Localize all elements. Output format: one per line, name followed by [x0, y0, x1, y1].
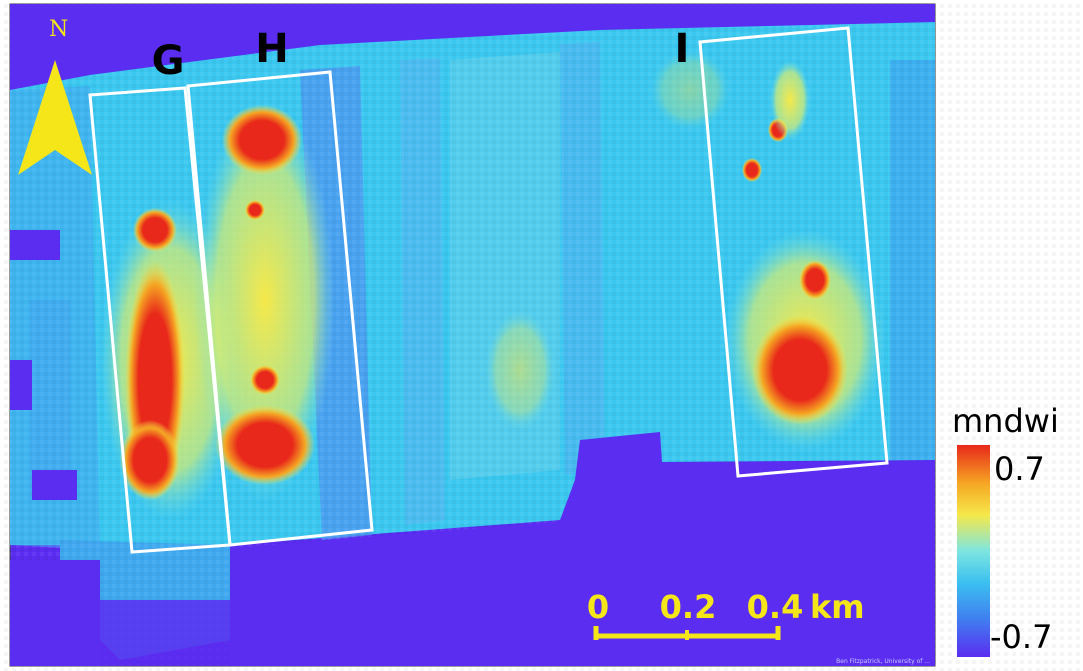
scale-tick-1: 0.2	[660, 588, 717, 626]
scale-unit: km	[810, 588, 865, 626]
plot-h-outline	[186, 70, 374, 547]
scale-tick-2: 0.4	[747, 588, 804, 626]
plot-i-outline	[698, 26, 889, 478]
map-credit: Ben Fitzpatrick, University of ...	[836, 658, 930, 665]
legend-max-label: 0.7	[994, 450, 1045, 488]
water-hotspots	[100, 50, 885, 520]
legend-title: mndwi	[952, 402, 1059, 440]
north-arrow: N	[18, 17, 92, 175]
no-data-areas	[10, 4, 935, 666]
plot-label-i: I	[675, 26, 690, 72]
plot-label-g: G	[152, 38, 185, 84]
plot-label-h: H	[255, 26, 288, 72]
plot-outlines	[88, 26, 889, 554]
scale-bar: 0 0.2 0.4 km	[587, 588, 865, 640]
scale-tick-0: 0	[587, 588, 609, 626]
legend: mndwi 0.7 -0.7	[952, 402, 1059, 657]
legend-min-label: -0.7	[990, 618, 1052, 656]
legend-colorbar	[957, 445, 990, 657]
north-label: N	[49, 17, 68, 42]
north-arrow-icon	[18, 60, 92, 175]
